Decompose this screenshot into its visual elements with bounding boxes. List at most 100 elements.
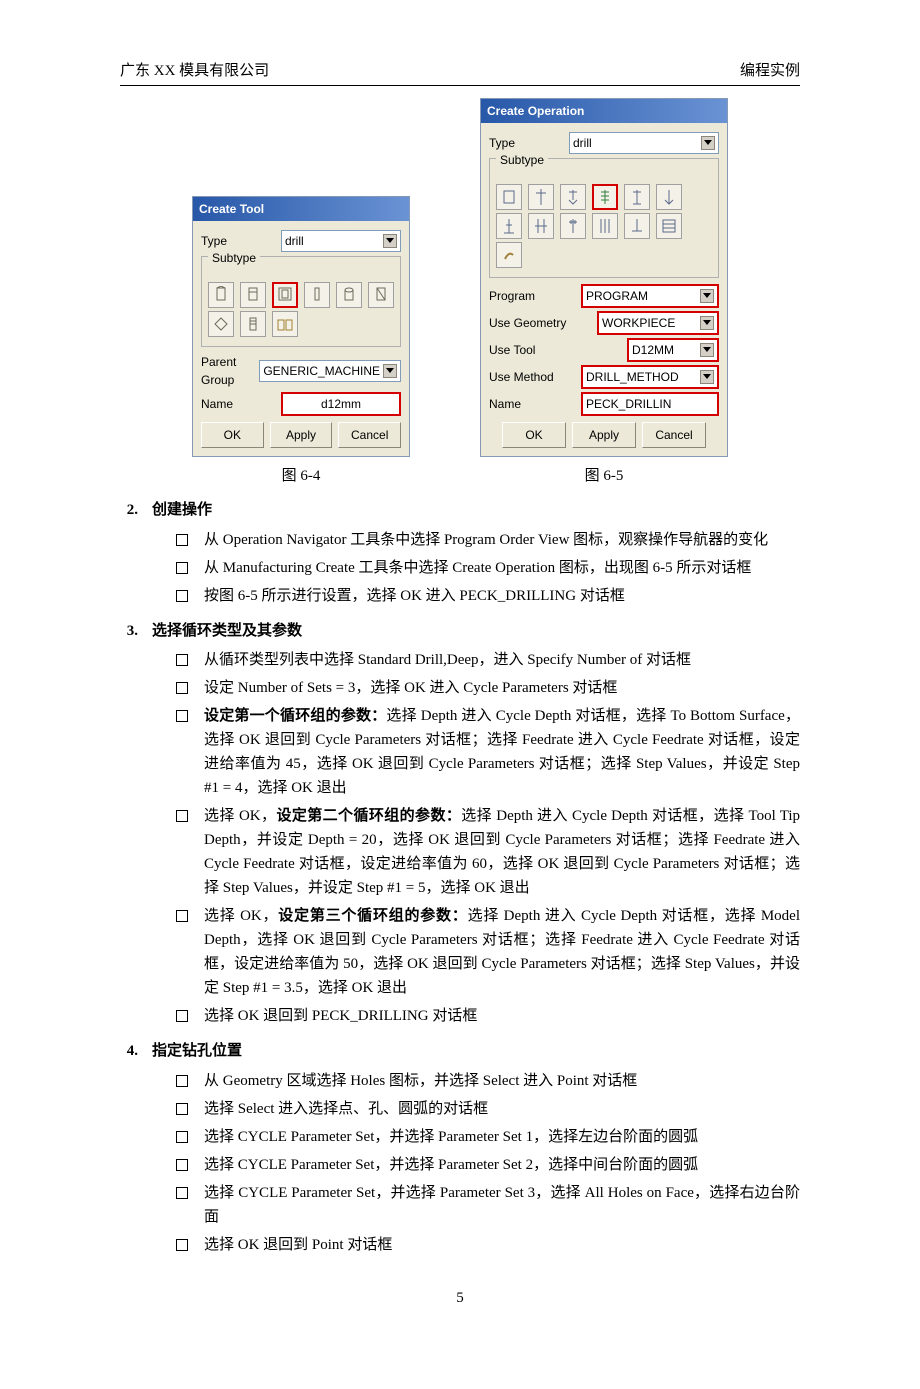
section-heading-3: 3. 选择循环类型及其参数 <box>120 620 800 643</box>
section-title: 创建操作 <box>152 499 212 522</box>
tool-icon[interactable] <box>272 311 298 337</box>
program-value: PROGRAM <box>586 287 648 305</box>
op-icon[interactable] <box>592 213 618 239</box>
name-input[interactable]: d12mm <box>281 392 401 416</box>
list-item: 从 Geometry 区域选择 Holes 图标，并选择 Select 进入 P… <box>176 1069 800 1093</box>
cancel-button[interactable]: Cancel <box>642 422 706 448</box>
chevron-down-icon[interactable] <box>700 316 714 330</box>
type-combo[interactable]: drill <box>281 230 401 252</box>
use-method-combo[interactable]: DRILL_METHOD <box>581 365 719 389</box>
create-tool-dialog: Create Tool Type drill Subtype <box>192 196 410 457</box>
op-icon[interactable] <box>496 184 522 210</box>
op-icon[interactable] <box>496 213 522 239</box>
op-icon[interactable] <box>624 184 650 210</box>
tool-icon[interactable] <box>368 282 394 308</box>
dialog-title: Create Tool <box>193 197 409 221</box>
figure-6-5: Create Operation Type drill Subtype <box>480 98 728 488</box>
list-item: 选择 CYCLE Parameter Set，并选择 Parameter Set… <box>176 1125 800 1149</box>
header-left: 广东 XX 模具有限公司 <box>120 60 269 83</box>
bold-run: 设定第一个循环组的参数： <box>204 708 386 724</box>
type-combo[interactable]: drill <box>569 132 719 154</box>
text-run: 选择 OK， <box>204 908 278 924</box>
list-item: 选择 OK，设定第三个循环组的参数：选择 Depth 进入 Cycle Dept… <box>176 904 800 1000</box>
use-method-value: DRILL_METHOD <box>586 368 679 386</box>
op-icon[interactable] <box>624 213 650 239</box>
subtype-label: Subtype <box>496 151 548 169</box>
cancel-button[interactable]: Cancel <box>338 422 401 448</box>
page-header: 广东 XX 模具有限公司 编程实例 <box>120 60 800 86</box>
apply-button[interactable]: Apply <box>270 422 333 448</box>
name-value: d12mm <box>321 395 361 413</box>
chevron-down-icon[interactable] <box>383 364 397 378</box>
list-item: 设定 Number of Sets = 3，选择 OK 进入 Cycle Par… <box>176 676 800 700</box>
list-item: 选择 CYCLE Parameter Set，并选择 Parameter Set… <box>176 1153 800 1177</box>
list-item: 从 Operation Navigator 工具条中选择 Program Ord… <box>176 528 800 552</box>
op-icon[interactable] <box>560 213 586 239</box>
tool-icon[interactable] <box>336 282 362 308</box>
program-combo[interactable]: PROGRAM <box>581 284 719 308</box>
chevron-down-icon[interactable] <box>700 370 714 384</box>
op-icon[interactable] <box>496 242 522 268</box>
name-input[interactable]: PECK_DRILLIN <box>581 392 719 416</box>
figure-caption: 图 6-4 <box>282 465 321 488</box>
section-number: 2. <box>120 499 138 522</box>
op-icon-selected[interactable] <box>592 184 618 210</box>
op-icon[interactable] <box>528 213 554 239</box>
chevron-down-icon[interactable] <box>700 343 714 357</box>
chevron-down-icon[interactable] <box>701 136 715 150</box>
use-geometry-label: Use Geometry <box>489 314 581 332</box>
figure-6-4: Create Tool Type drill Subtype <box>192 196 410 488</box>
list-item: 选择 Select 进入选择点、孔、圆弧的对话框 <box>176 1097 800 1121</box>
apply-button[interactable]: Apply <box>572 422 636 448</box>
name-label: Name <box>201 395 281 413</box>
op-icon[interactable] <box>528 184 554 210</box>
tool-icon-selected[interactable] <box>272 282 298 308</box>
dialog-title: Create Operation <box>481 99 727 123</box>
parent-group-value: GENERIC_MACHINE <box>263 362 380 380</box>
section-number: 3. <box>120 620 138 643</box>
section-heading-2: 2. 创建操作 <box>120 499 800 522</box>
name-value: PECK_DRILLIN <box>586 395 671 413</box>
parent-group-label: Parent Group <box>201 353 259 389</box>
use-tool-value: D12MM <box>632 341 674 359</box>
text-run: 选择 OK， <box>204 808 276 824</box>
ok-button[interactable]: OK <box>502 422 566 448</box>
bold-run: 设定第三个循环组的参数： <box>278 908 467 924</box>
type-value: drill <box>573 134 592 152</box>
subtype-label: Subtype <box>208 249 260 267</box>
header-right: 编程实例 <box>740 60 800 83</box>
subtype-fieldset: Subtype <box>489 158 719 278</box>
type-label: Type <box>201 232 281 250</box>
bold-run: 设定第二个循环组的参数： <box>276 808 461 824</box>
chevron-down-icon[interactable] <box>700 289 714 303</box>
program-label: Program <box>489 287 581 305</box>
type-label: Type <box>489 134 569 152</box>
section-number: 4. <box>120 1040 138 1063</box>
parent-group-combo[interactable]: GENERIC_MACHINE <box>259 360 401 382</box>
section-heading-4: 4. 指定钻孔位置 <box>120 1040 800 1063</box>
tool-icon[interactable] <box>304 282 330 308</box>
section-3-list: 从循环类型列表中选择 Standard Drill,Deep，进入 Specif… <box>120 648 800 1028</box>
list-item: 选择 OK，设定第二个循环组的参数：选择 Depth 进入 Cycle Dept… <box>176 804 800 900</box>
list-item: 选择 CYCLE Parameter Set，并选择 Parameter Set… <box>176 1181 800 1229</box>
name-label: Name <box>489 395 581 413</box>
tool-icon[interactable] <box>240 282 266 308</box>
use-geometry-combo[interactable]: WORKPIECE <box>597 311 719 335</box>
figures-row: Create Tool Type drill Subtype <box>120 98 800 488</box>
section-title: 选择循环类型及其参数 <box>152 620 302 643</box>
tool-icon[interactable] <box>208 311 234 337</box>
chevron-down-icon[interactable] <box>383 234 397 248</box>
list-item: 从 Manufacturing Create 工具条中选择 Create Ope… <box>176 556 800 580</box>
tool-icon[interactable] <box>240 311 266 337</box>
section-4-list: 从 Geometry 区域选择 Holes 图标，并选择 Select 进入 P… <box>120 1069 800 1257</box>
create-operation-dialog: Create Operation Type drill Subtype <box>480 98 728 457</box>
op-icon[interactable] <box>656 184 682 210</box>
op-icon[interactable] <box>656 213 682 239</box>
tool-icon[interactable] <box>208 282 234 308</box>
use-method-label: Use Method <box>489 368 581 386</box>
use-tool-combo[interactable]: D12MM <box>627 338 719 362</box>
op-icon[interactable] <box>560 184 586 210</box>
ok-button[interactable]: OK <box>201 422 264 448</box>
list-item: 选择 OK 退回到 Point 对话框 <box>176 1233 800 1257</box>
subtype-fieldset: Subtype <box>201 256 401 347</box>
